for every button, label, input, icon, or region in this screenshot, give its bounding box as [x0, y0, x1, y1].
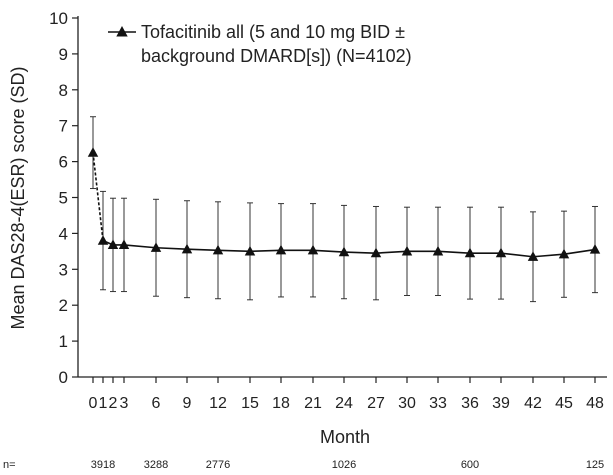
data-point-marker — [150, 242, 162, 252]
series-lines — [92, 152, 596, 258]
data-point-marker — [464, 247, 476, 258]
x-tick-label: 21 — [304, 395, 322, 412]
n-at-risk-value: 3288 — [144, 459, 168, 471]
data-point-marker — [212, 244, 224, 255]
data-point-marker — [275, 244, 287, 255]
data-point-marker — [118, 239, 130, 250]
y-tick-label: 9 — [59, 45, 68, 64]
legend-marker — [116, 26, 128, 37]
data-point-marker — [244, 245, 256, 256]
baseline-dashed-segment — [92, 152, 104, 241]
legend: Tofacitinib all (5 and 10 mg BID ± backgr… — [108, 22, 412, 66]
x-tick-label: 2 — [109, 395, 118, 412]
x-tick-label: 30 — [398, 395, 416, 412]
x-tick-label: 27 — [367, 395, 385, 412]
x-tick-label: 36 — [461, 395, 479, 412]
series-line — [102, 239, 596, 258]
y-tick-label: 7 — [59, 117, 68, 136]
y-tick-label: 10 — [49, 9, 68, 28]
data-point-marker — [97, 235, 109, 245]
x-tick-label: 12 — [209, 395, 227, 412]
n-at-risk-value: 600 — [461, 459, 479, 471]
data-point-marker — [589, 244, 601, 254]
n-at-risk-value: 1026 — [332, 459, 356, 471]
y-tick-label: 6 — [59, 153, 68, 172]
legend-label: background DMARD[s]) (N=4102) — [141, 46, 412, 66]
data-point-marker — [495, 247, 507, 258]
x-tick-label: 9 — [183, 395, 192, 412]
n-at-risk-value: 2776 — [206, 459, 230, 471]
y-tick-label: 0 — [59, 368, 68, 387]
x-tick-label: 18 — [272, 395, 290, 412]
y-tick-label: 3 — [59, 260, 68, 279]
n-at-risk-row: n= 3918 3288 2776 1026 600 125 — [3, 459, 604, 471]
x-tick-label: 15 — [241, 395, 259, 412]
x-tick-label: 45 — [555, 395, 573, 412]
y-axis-label: Mean DAS28-4(ESR) score (SD) — [8, 66, 28, 329]
y-tick-label: 5 — [59, 189, 68, 208]
data-point-marker — [338, 246, 350, 257]
data-point-marker — [370, 247, 382, 258]
data-point-marker — [432, 245, 444, 256]
x-tick-label: 42 — [524, 395, 542, 412]
series-markers — [87, 147, 601, 261]
x-tick-label: 33 — [429, 395, 447, 412]
n-at-risk-value: 125 — [586, 459, 604, 471]
data-point-marker — [87, 147, 99, 157]
data-point-marker — [107, 239, 119, 250]
data-point-marker — [558, 248, 570, 259]
n-label: n= — [3, 459, 16, 471]
data-point-marker — [181, 243, 193, 254]
x-tick-label: 6 — [152, 395, 161, 412]
y-tick-label: 8 — [59, 81, 68, 100]
error-bars — [90, 116, 598, 303]
x-tick-label: 24 — [335, 395, 353, 412]
x-tick-label: 39 — [492, 395, 510, 412]
x-tick-label: 1 — [99, 395, 108, 412]
legend-label: Tofacitinib all (5 and 10 mg BID ± — [141, 22, 405, 42]
data-point-marker — [401, 245, 413, 256]
n-at-risk-value: 3918 — [91, 459, 115, 471]
x-axis-label: Month — [320, 427, 370, 447]
y-tick-label: 4 — [59, 224, 68, 243]
data-point-marker — [307, 244, 319, 255]
x-tick-label: 0 — [89, 395, 98, 412]
x-tick-label: 48 — [586, 395, 604, 412]
x-tick-label: 3 — [120, 395, 129, 412]
y-tick-label: 2 — [59, 296, 68, 315]
y-tick-label: 1 — [59, 332, 68, 351]
data-point-marker — [527, 251, 539, 261]
